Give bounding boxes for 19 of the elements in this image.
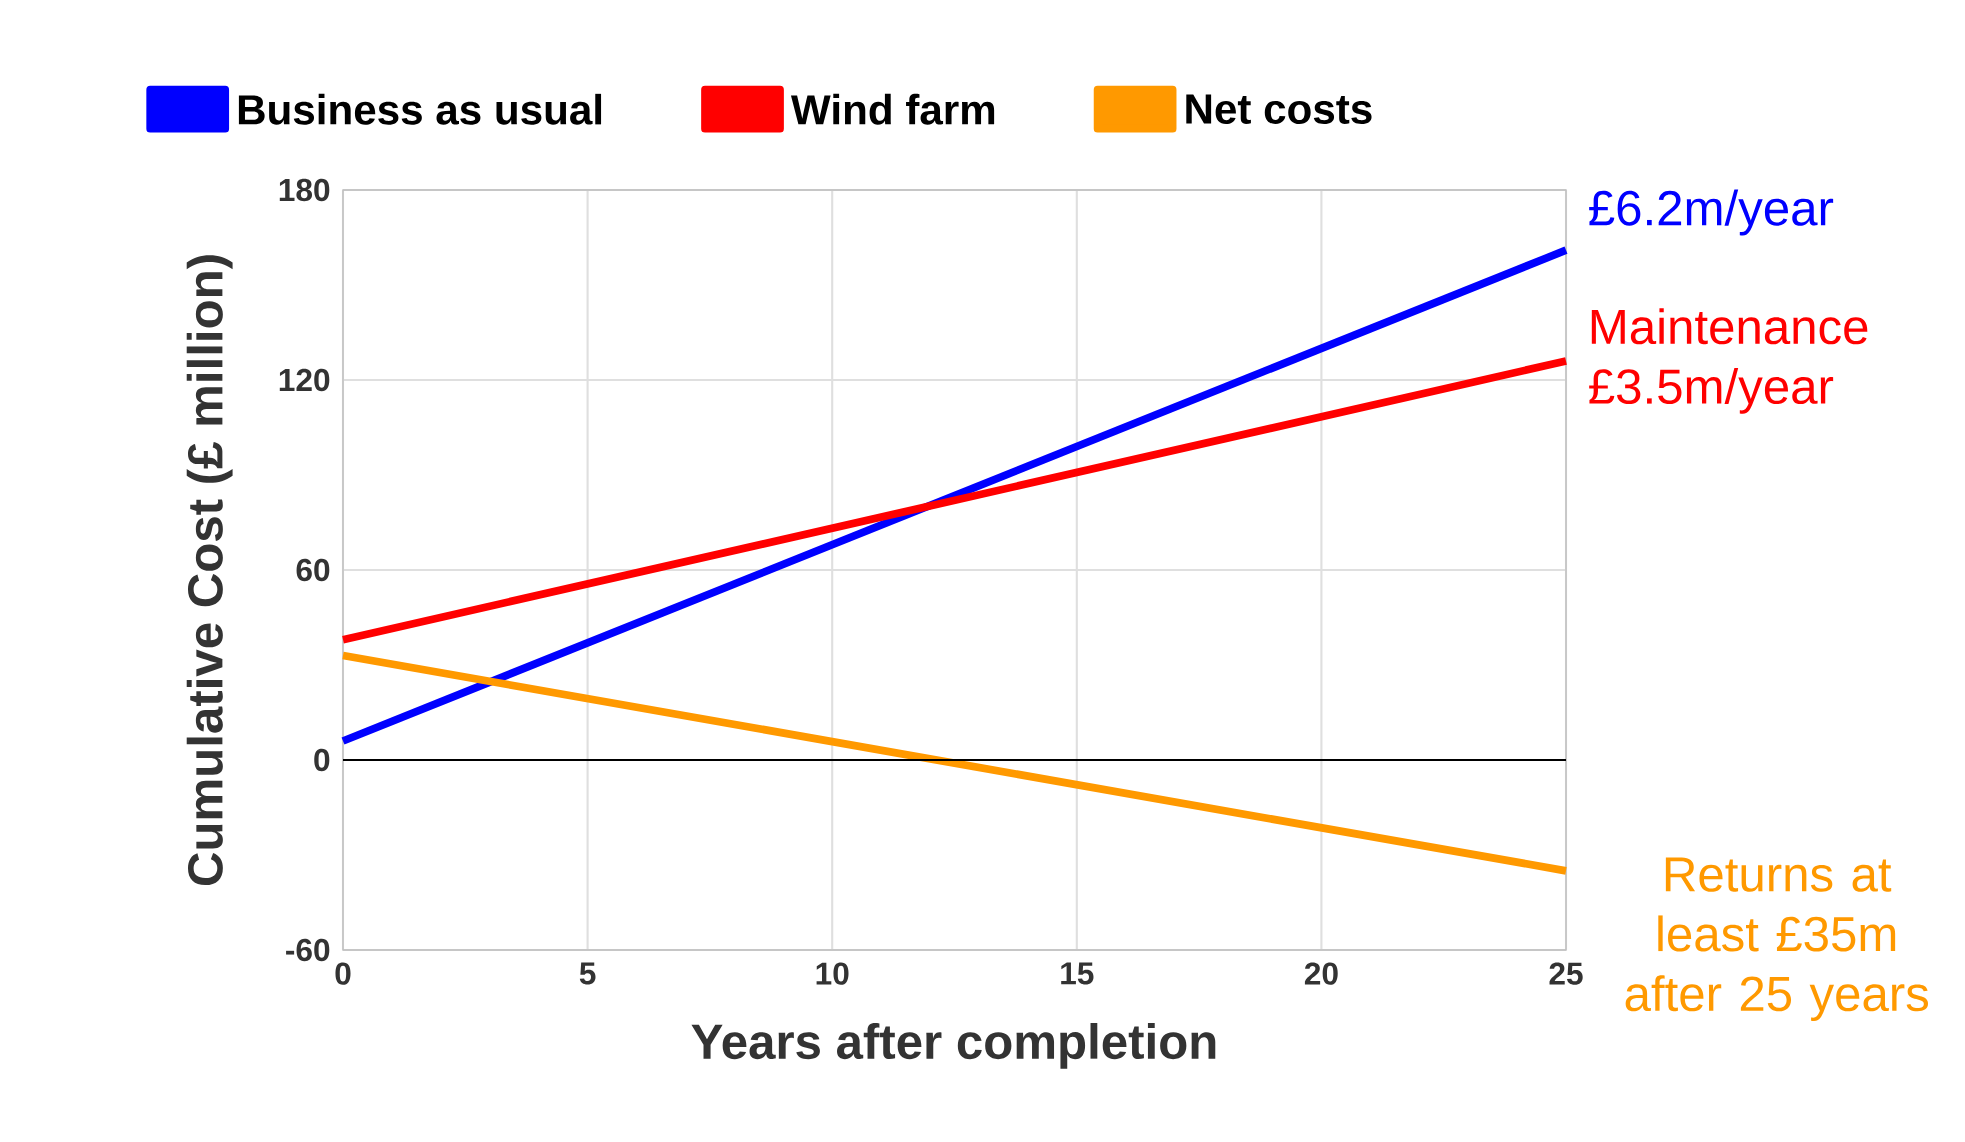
y-tick-label: 180 (279, 178, 330, 202)
y-tick-label: 60 (296, 558, 330, 582)
x-tick-label: 5 (579, 962, 596, 985)
x-tick-label: 15 (1061, 962, 1094, 985)
x-tick-label: 20 (1304, 962, 1338, 985)
legend-label: Business as usual (238, 93, 602, 125)
y-tick-label: 120 (279, 368, 330, 392)
y-axis-title: Cumulative Cost (£ million) (186, 255, 233, 886)
text: £6.2m/year (1589, 189, 1834, 236)
text: Maintenance £3.5m/year (1589, 308, 1868, 414)
legend-label: Wind farm (790, 93, 995, 125)
x-tick-label: 25 (1549, 962, 1583, 985)
x-tick-label: 10 (816, 962, 849, 985)
text: Returns at least £35m after 25 years (1625, 857, 1929, 1022)
x-axis-title: Years after completion (691, 1023, 1216, 1069)
legend-label: Net costs (1186, 94, 1372, 124)
x-tick-label: 0 (335, 962, 351, 985)
y-tick-label: -60 (286, 938, 330, 962)
y-tick-label: 0 (314, 748, 330, 772)
